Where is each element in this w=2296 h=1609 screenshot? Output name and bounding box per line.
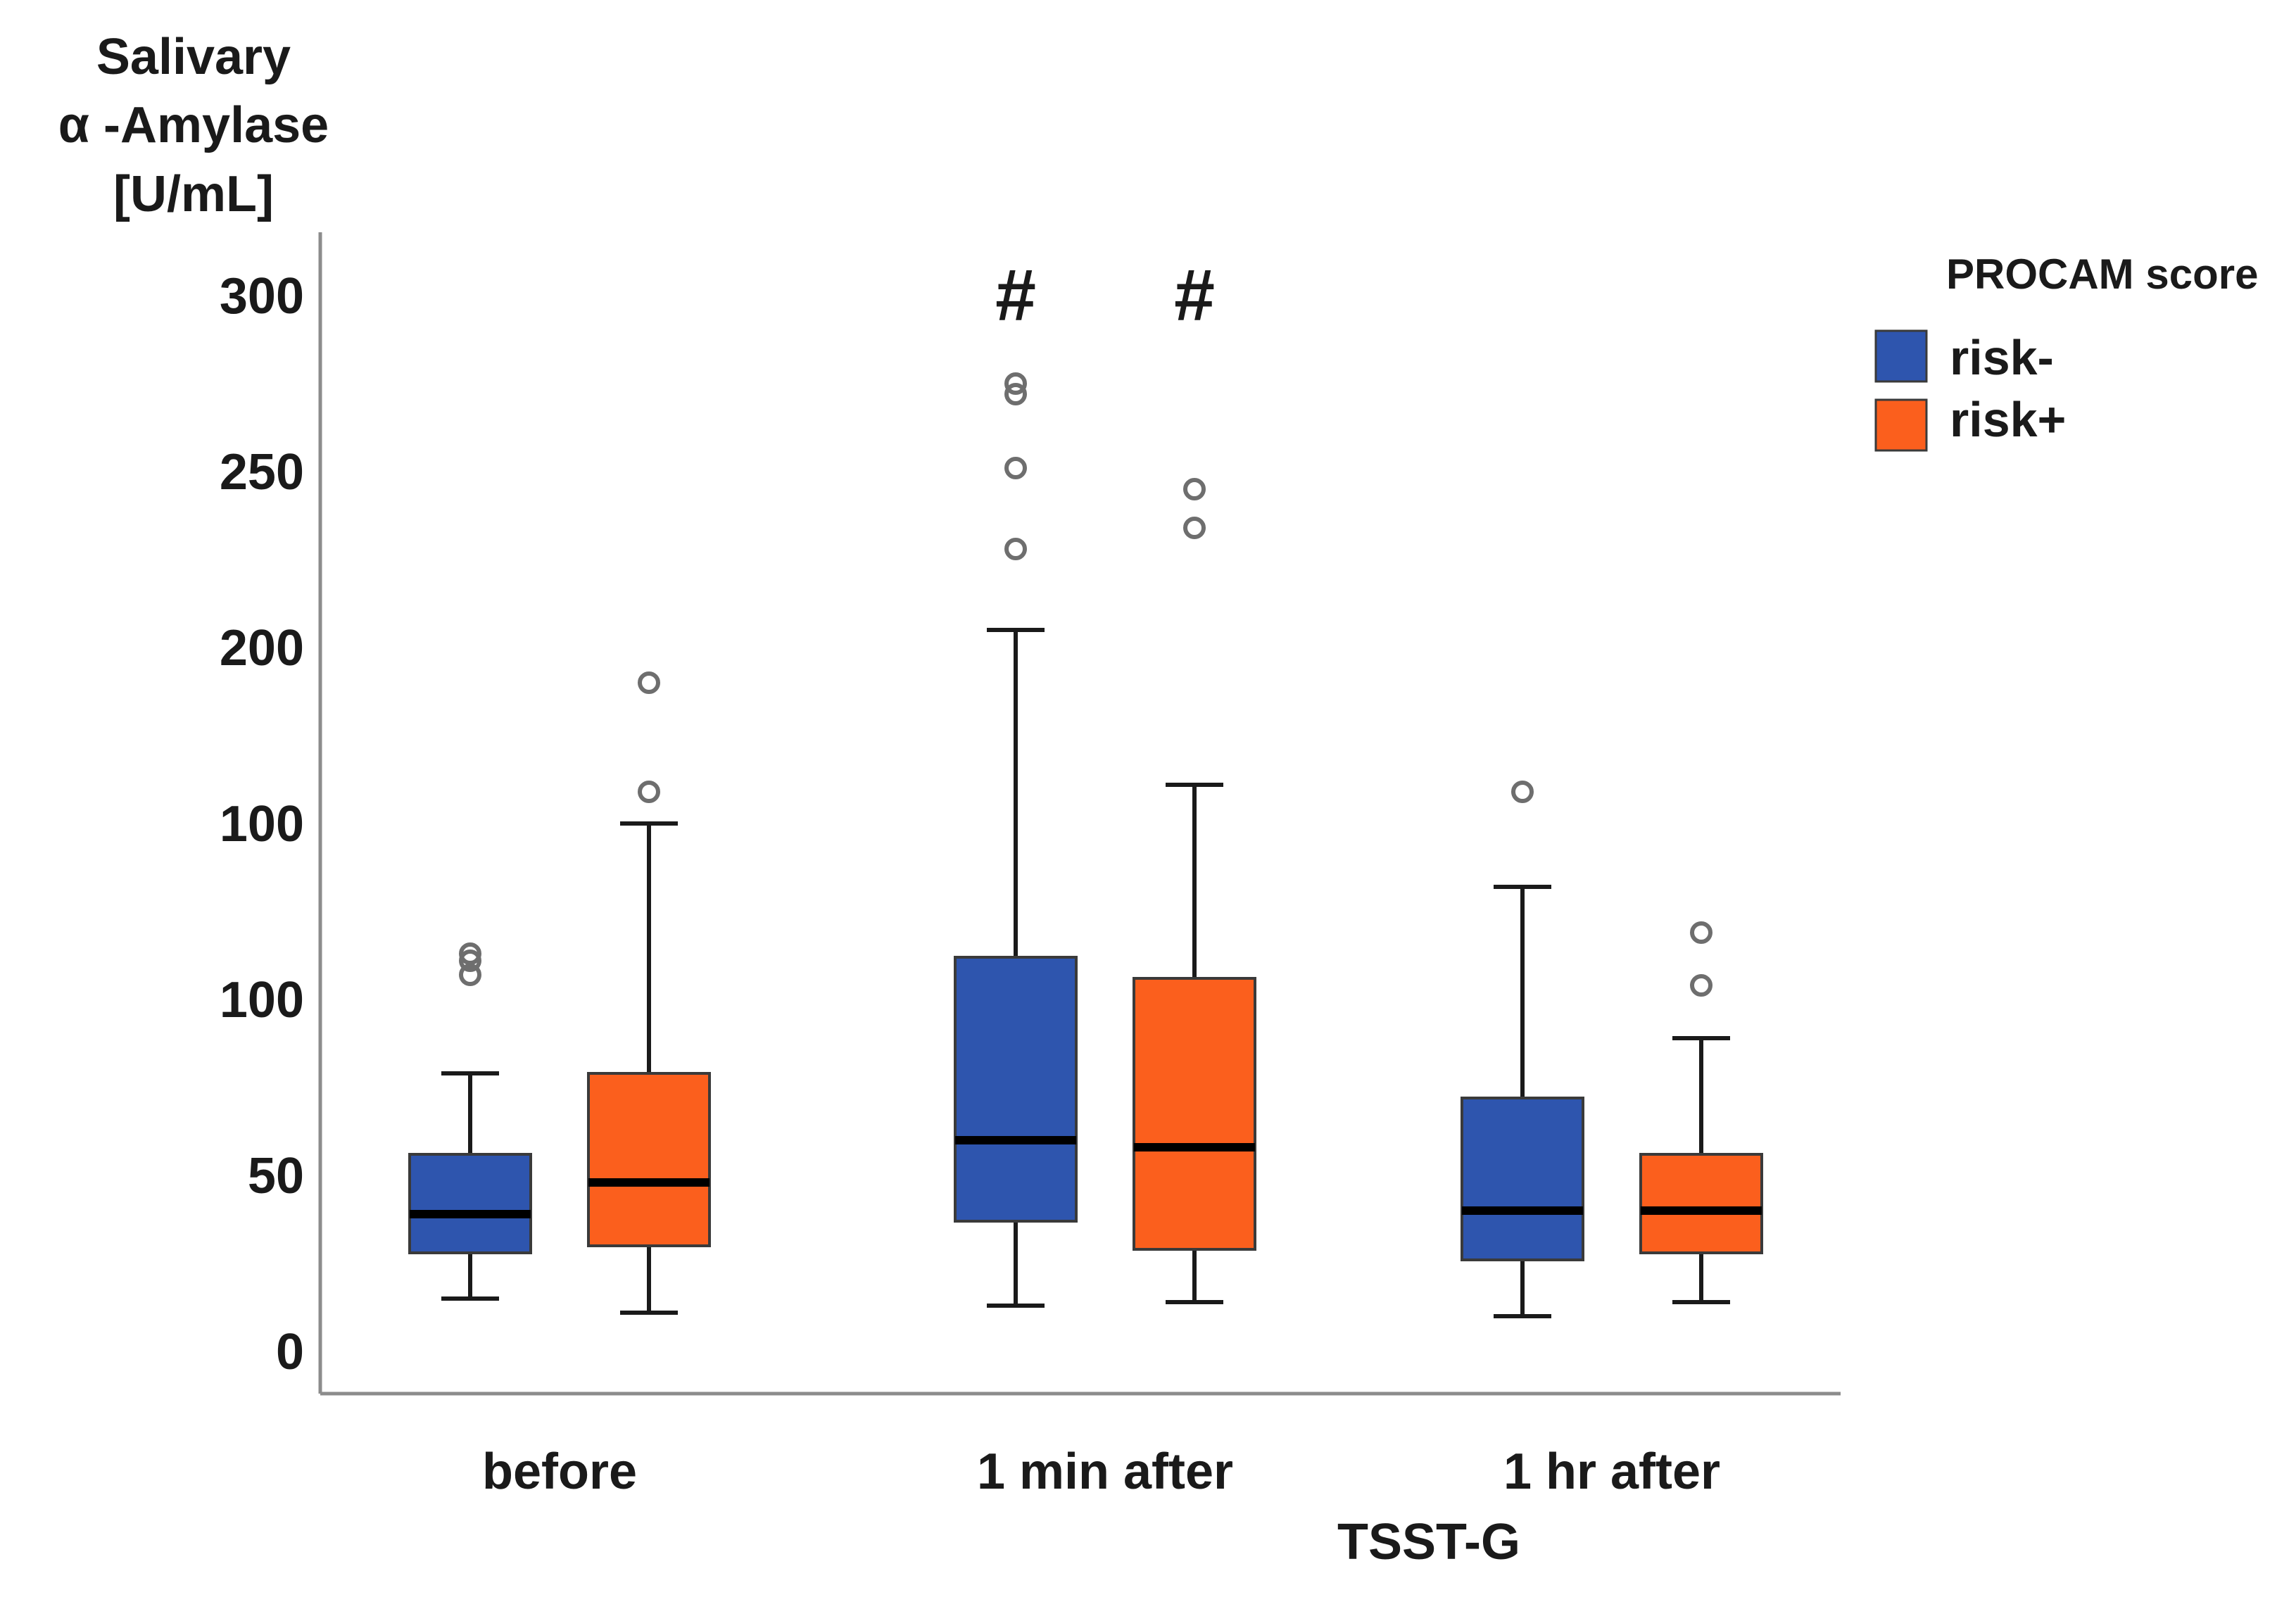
legend-swatch-risk-minus xyxy=(1874,329,1928,383)
iqr-box xyxy=(954,956,1078,1223)
iqr-box xyxy=(408,1153,532,1254)
y-tick-label: 0 xyxy=(276,1324,304,1380)
box-risk+-1-min-after xyxy=(1133,478,1256,1304)
y-axis-title-line-2: α -Amylase xyxy=(58,97,329,153)
iqr-box xyxy=(1133,977,1256,1251)
y-axis-title-line-3: [U/mL] xyxy=(113,166,274,222)
y-axis-title: Salivary α -Amylase [U/mL] xyxy=(58,29,329,222)
outlier-point xyxy=(1004,372,1027,395)
iqr-box xyxy=(1639,1153,1763,1254)
y-tick-labels: 0 50 100 100 200 250 300 xyxy=(220,268,304,1380)
x-category-labels: before 1 min after 1 hr after xyxy=(482,1444,1720,1500)
y-tick-label: 50 xyxy=(248,1148,304,1204)
y-tick-label: 200 xyxy=(220,620,304,676)
outlier-point xyxy=(638,781,660,803)
plot-area: # # xyxy=(408,255,1763,1318)
box-risk--1-min-after xyxy=(954,372,1078,1308)
outlier-point xyxy=(1004,538,1027,560)
outlier-point xyxy=(459,942,481,965)
iqr-box xyxy=(587,1072,711,1247)
significance-marker: # xyxy=(1174,255,1215,336)
y-axis-title-line-1: Salivary xyxy=(96,29,291,85)
outlier-point xyxy=(638,671,660,694)
x-category-label: 1 min after xyxy=(977,1444,1233,1500)
iqr-box xyxy=(1461,1097,1584,1261)
outlier-point xyxy=(1004,383,1027,405)
outlier-point xyxy=(459,964,481,986)
outlier-point xyxy=(1183,517,1206,539)
legend-label-risk-minus: risk- xyxy=(1950,330,2054,385)
y-tick-label: 250 xyxy=(220,444,304,500)
legend: PROCAM score risk- risk+ xyxy=(1874,251,2258,452)
legend-swatch-risk-plus xyxy=(1874,398,1928,452)
x-category-label: before xyxy=(482,1444,637,1500)
outlier-point xyxy=(1690,921,1712,944)
outlier-point xyxy=(1004,457,1027,479)
box-risk+-1-hr-after xyxy=(1639,921,1763,1304)
legend-label-risk-plus: risk+ xyxy=(1950,392,2066,447)
box-risk+-before xyxy=(587,671,711,1315)
legend-title: PROCAM score xyxy=(1946,251,2258,298)
outlier-point xyxy=(1511,781,1534,803)
y-tick-label: 100 xyxy=(220,796,304,852)
significance-marker: # xyxy=(995,255,1036,336)
box-risk--1-hr-after xyxy=(1461,781,1584,1318)
outlier-point xyxy=(1690,974,1712,997)
outlier-point xyxy=(459,949,481,972)
x-axis-title: TSST-G xyxy=(1337,1514,1520,1570)
box-risk--before xyxy=(408,942,532,1301)
y-tick-label: 300 xyxy=(220,268,304,324)
x-category-label: 1 hr after xyxy=(1503,1444,1720,1500)
outlier-point xyxy=(1183,478,1206,500)
y-tick-label: 100 xyxy=(220,972,304,1028)
